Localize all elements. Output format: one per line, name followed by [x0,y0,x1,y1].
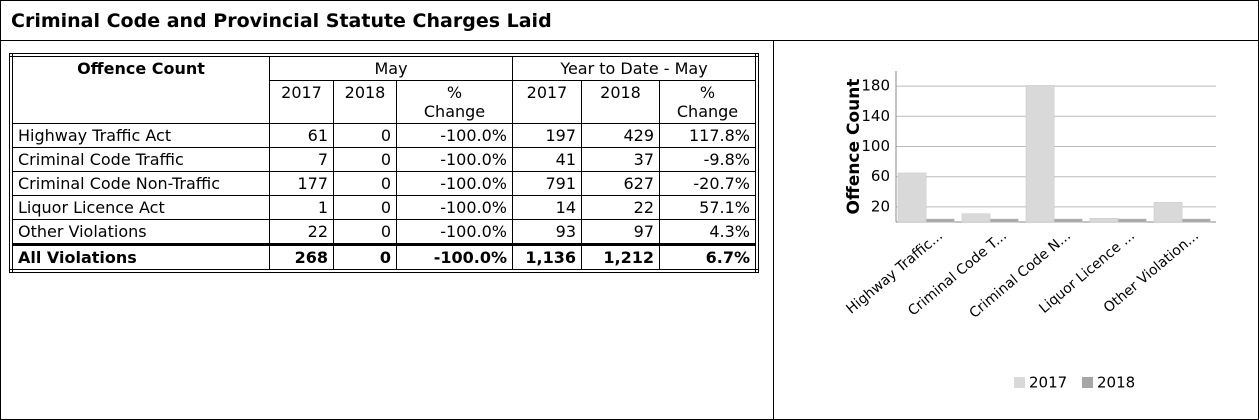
bar [897,172,927,223]
header-cell: % Change [396,80,513,124]
table-cell: 6.7% [659,243,758,272]
header-cell: Year to Date - May [512,54,758,81]
table-cell: 41 [512,147,582,172]
table-cell: 0 [333,171,397,196]
legend-label: 2017 [1029,374,1067,392]
bar [1153,202,1183,223]
table-cell: -9.8% [659,147,758,172]
legend-swatch [1014,377,1025,388]
table-cell: -100.0% [396,243,513,272]
y-tick-label: 180 [861,77,890,95]
table-cell: 61 [269,123,334,148]
bar [1025,85,1055,223]
bar [989,218,1019,223]
header-text: 2018 [600,83,641,102]
table-cell: -100.0% [396,123,513,148]
data-row: Criminal Code Traffic 7 0 -100.0% 41 37 -9.8% [10,147,758,172]
table-cell: 268 [269,243,334,272]
table-cell: 1 [269,195,334,220]
report-title: Criminal Code and Provincial Statute Cha… [1,1,1258,41]
bar [961,213,991,223]
table-cell: 1,136 [512,243,582,272]
table-cell: Criminal Code Traffic [10,147,270,172]
table-cell: All Violations [10,243,270,272]
header-text: 2017 [526,83,568,102]
table-cell: -100.0% [396,219,513,245]
bar [1117,218,1147,223]
header-text: % Change [423,83,486,121]
table-cell: 0 [333,219,397,245]
table-cell: 627 [581,171,660,196]
header-cell: 2018 [581,80,660,124]
data-row: Liquor Licence Act 1 0 -100.0% 14 22 57.1% [10,195,758,220]
legend-label: 2018 [1097,374,1135,392]
bar [1181,218,1211,223]
legend-swatch [1082,377,1093,388]
table-cell: 0 [333,195,397,220]
data-row: Highway Traffic Act 61 0 -100.0% 197 429 117.8… [10,123,758,148]
table-cell: 97 [581,219,660,245]
bar [1053,218,1083,223]
header-cell: May [269,54,513,81]
table-cell: Liquor Licence Act [10,195,270,220]
table-cell: 0 [333,147,397,172]
table-cell: -100.0% [396,195,513,220]
table-cell: -20.7% [659,171,758,196]
data-row: Criminal Code Non-Traffic 177 0 -100.0% 791 6… [10,171,758,196]
header-cell: 2018 [333,80,397,124]
y-tick-label: 100 [861,137,890,155]
table-cell: 429 [581,123,660,148]
table-cell: 14 [512,195,582,220]
table-cell: 177 [269,171,334,196]
charges-table: Offence Count May Year to Date - May 2017 20… [9,53,759,273]
table-cell: 117.8% [659,123,758,148]
total: All Violations 268 0 -100.0% 1,136 1,212 6.7% [10,243,758,272]
bar [1089,217,1119,223]
table-cell: -100.0% [396,147,513,172]
header-cell: 2017 [512,80,582,124]
table-cell: 37 [581,147,660,172]
table-cell: 0 [333,123,397,148]
header-text: % Change [676,83,739,121]
table-cell: 791 [512,171,582,196]
header-text: 2017 [281,83,322,102]
header-cell: 2017 [269,80,334,124]
table-cell: Highway Traffic Act [10,123,270,148]
table-cell: 22 [581,195,660,220]
table-cell: 0 [333,243,397,272]
table-cell: 7 [269,147,334,172]
header-cell: Offence Count [10,54,270,124]
table-cell: 197 [512,123,582,148]
y-tick-label: 140 [861,107,890,125]
table-cell: 22 [269,219,334,245]
header-row: Offence Count May Year to Date - May [10,54,758,124]
y-axis-label: Offence Count [844,79,864,215]
header-cell: % Change [659,80,758,124]
divider [773,41,774,419]
table-cell: Other Violations [10,219,270,245]
table-cell: 57.1% [659,195,758,220]
table-cell: 4.3% [659,219,758,245]
table-cell: -100.0% [396,171,513,196]
y-tick-label: 60 [871,167,890,185]
table-cell: 93 [512,219,582,245]
y-tick-label: 20 [871,197,890,215]
table-cell: 1,212 [581,243,660,272]
bar [925,218,955,223]
data-row: Other Violations 22 0 -100.0% 93 97 4.3% [10,219,758,245]
header-row: 2017 2018 % Change 2017 2018 % Change [11,80,758,124]
table-cell: Criminal Code Non-Traffic [10,171,270,196]
header-text: 2018 [344,83,386,102]
